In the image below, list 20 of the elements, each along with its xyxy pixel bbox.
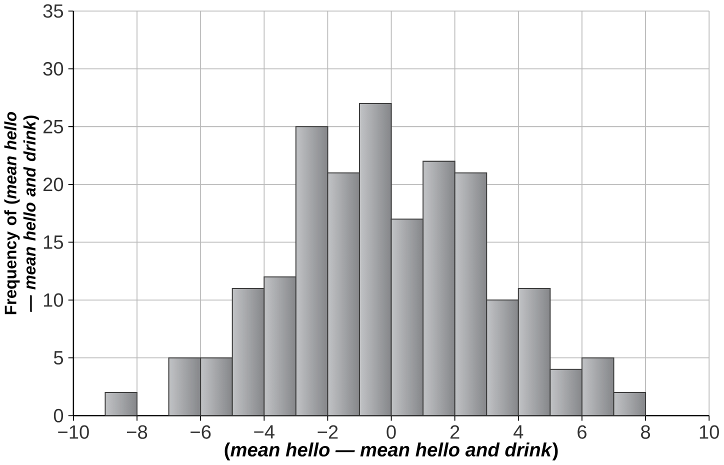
x-tick-label: 0	[386, 425, 396, 440]
x-tick-label: −8	[127, 425, 148, 440]
y-tick-label: 0	[54, 409, 64, 423]
x-tick-label: 8	[641, 425, 650, 440]
x-tick-label: 2	[450, 425, 460, 439]
x-tick-label: 10	[700, 425, 719, 440]
y-tick-label: 35	[43, 4, 64, 18]
x-axis-title: (mean hello — mean hello and drink)	[224, 442, 558, 461]
y-tick-label: 25	[43, 120, 64, 134]
x-tick-label: −2	[318, 425, 338, 439]
y-tick-label: 20	[43, 178, 64, 192]
x-tick-label: −4	[254, 425, 274, 439]
x-tick-label: 4	[514, 425, 524, 439]
y-tick-label: 30	[43, 62, 64, 76]
x-tick-label: −10	[58, 425, 89, 440]
x-tick-label: 6	[578, 425, 586, 440]
y-tick-label: 5	[54, 351, 64, 365]
y-tick-label: 15	[44, 236, 64, 250]
y-tick-label: 10	[44, 293, 64, 308]
x-tick-label: −6	[190, 425, 211, 440]
